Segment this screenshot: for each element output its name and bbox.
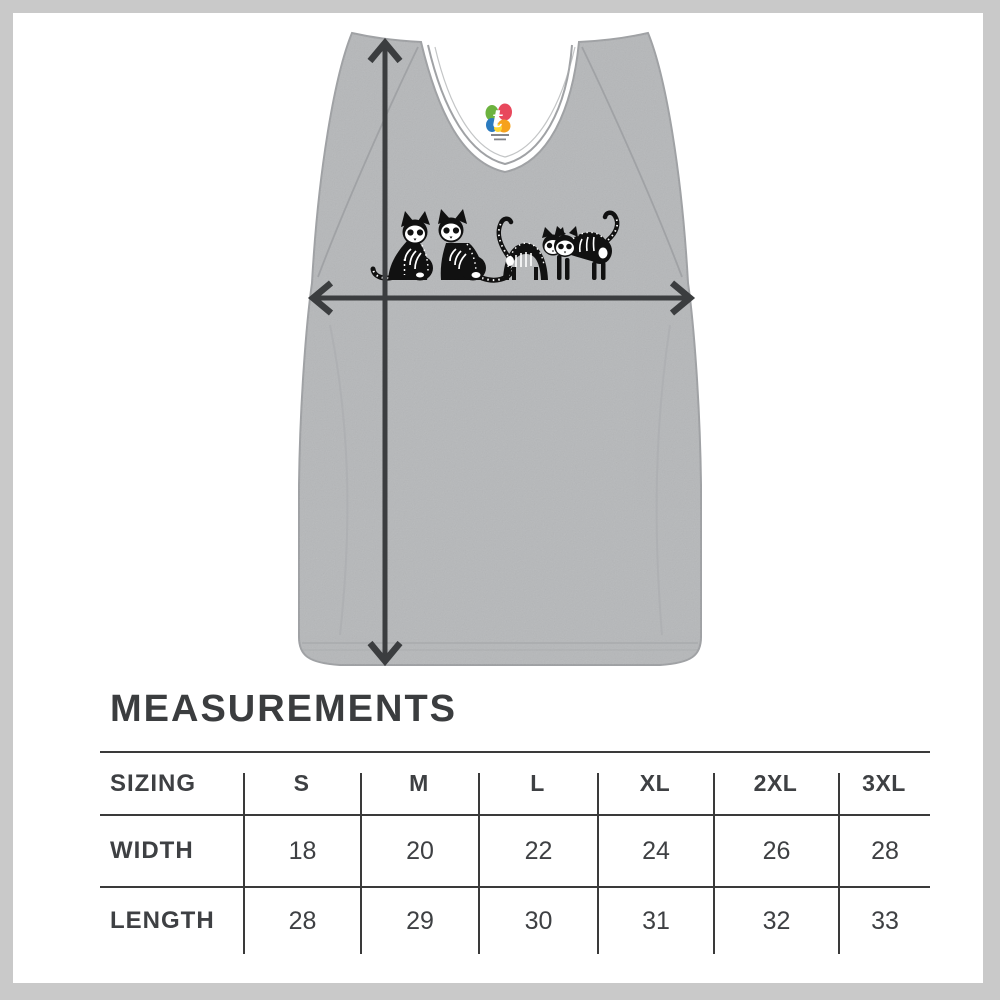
length-value-s: 28 <box>243 888 360 954</box>
col-header-xl: XL <box>597 753 713 816</box>
col-header-s: S <box>243 753 360 816</box>
width-value-3xl: 28 <box>838 816 930 886</box>
width-value-xl: 24 <box>597 816 713 886</box>
col-header-l: L <box>478 753 597 816</box>
row-label-width: WIDTH <box>110 837 194 864</box>
length-value-l: 30 <box>478 888 597 954</box>
size-chart-header-row: SIZING S M L XL 2XL 3XL <box>100 751 930 816</box>
col-header-3xl: 3XL <box>838 753 930 816</box>
length-arrow-icon <box>367 37 403 667</box>
length-value-3xl: 33 <box>838 888 930 954</box>
width-arrow-icon <box>307 280 696 316</box>
length-value-2xl: 32 <box>713 888 838 954</box>
product-photo: t <box>298 32 702 667</box>
label-fine-print-line <box>494 138 506 141</box>
skeleton-cat-sitting-right <box>438 209 516 283</box>
width-value-2xl: 26 <box>713 816 838 886</box>
table-row-length: LENGTH 28 29 30 31 32 33 <box>100 888 930 954</box>
skeleton-cats-graphic <box>370 209 620 283</box>
length-value-m: 29 <box>360 888 478 954</box>
page-title: MEASUREMENTS <box>110 688 458 730</box>
armhole-seam-left <box>317 46 419 278</box>
brand-logo-letter: t <box>492 104 503 133</box>
width-value-l: 22 <box>478 816 597 886</box>
width-value-m: 20 <box>360 816 478 886</box>
brand-label: t <box>485 103 512 141</box>
table-row-width: WIDTH 18 20 22 24 26 28 <box>100 816 930 888</box>
skeleton-cat-sitting-left <box>370 211 433 281</box>
skeleton-cat-crouching <box>554 210 620 280</box>
armhole-seam-right <box>581 46 683 278</box>
collar-seam <box>427 44 573 166</box>
col-header-m: M <box>360 753 478 816</box>
size-chart-table: SIZING S M L XL 2XL 3XL WIDTH 18 20 22 2… <box>100 751 930 954</box>
col-header-sizing: SIZING <box>110 769 197 797</box>
label-fine-print-line <box>491 134 509 136</box>
row-label-length: LENGTH <box>110 907 215 934</box>
col-header-2xl: 2XL <box>713 753 838 816</box>
width-value-s: 18 <box>243 816 360 886</box>
length-value-xl: 31 <box>597 888 713 954</box>
